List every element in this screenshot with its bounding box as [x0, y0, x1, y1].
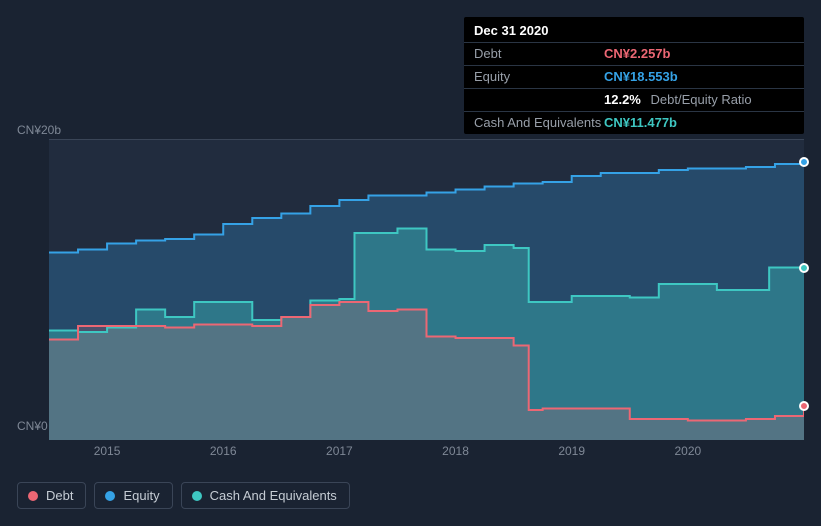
chart-area[interactable]: CN¥20b CN¥0 201520162017201820192020: [17, 125, 804, 440]
tooltip-value: CN¥18.553b: [604, 69, 678, 84]
tooltip-label: [474, 92, 604, 107]
tooltip-date: Dec 31 2020: [464, 17, 804, 42]
series-end-dot-equity[interactable]: [799, 157, 809, 167]
legend-item-equity[interactable]: Equity: [94, 482, 172, 509]
y-axis-label-max: CN¥20b: [17, 123, 77, 137]
legend: Debt Equity Cash And Equivalents: [17, 482, 350, 509]
data-tooltip: Dec 31 2020 Debt CN¥2.257b Equity CN¥18.…: [464, 17, 804, 134]
legend-label: Equity: [123, 488, 159, 503]
x-axis-label: 2018: [442, 444, 469, 458]
tooltip-label: Equity: [474, 69, 604, 84]
legend-label: Debt: [46, 488, 73, 503]
series-end-dot-debt[interactable]: [799, 401, 809, 411]
tooltip-label: Debt: [474, 46, 604, 61]
legend-swatch: [192, 491, 202, 501]
x-axis-label: 2017: [326, 444, 353, 458]
tooltip-row-equity: Equity CN¥18.553b: [464, 65, 804, 88]
legend-label: Cash And Equivalents: [210, 488, 337, 503]
x-axis-label: 2016: [210, 444, 237, 458]
tooltip-value: CN¥2.257b: [604, 46, 670, 61]
tooltip-value: 12.2% Debt/Equity Ratio: [604, 92, 752, 107]
legend-swatch: [105, 491, 115, 501]
x-axis-label: 2015: [94, 444, 121, 458]
legend-item-cash[interactable]: Cash And Equivalents: [181, 482, 350, 509]
tooltip-row-debt: Debt CN¥2.257b: [464, 42, 804, 65]
chart-container: Dec 31 2020 Debt CN¥2.257b Equity CN¥18.…: [0, 0, 821, 526]
legend-swatch: [28, 491, 38, 501]
tooltip-row-ratio: 12.2% Debt/Equity Ratio: [464, 88, 804, 111]
x-axis-label: 2020: [674, 444, 701, 458]
legend-item-debt[interactable]: Debt: [17, 482, 86, 509]
series-end-dot-cash[interactable]: [799, 263, 809, 273]
plot-svg: [49, 140, 804, 440]
x-axis-label: 2019: [558, 444, 585, 458]
